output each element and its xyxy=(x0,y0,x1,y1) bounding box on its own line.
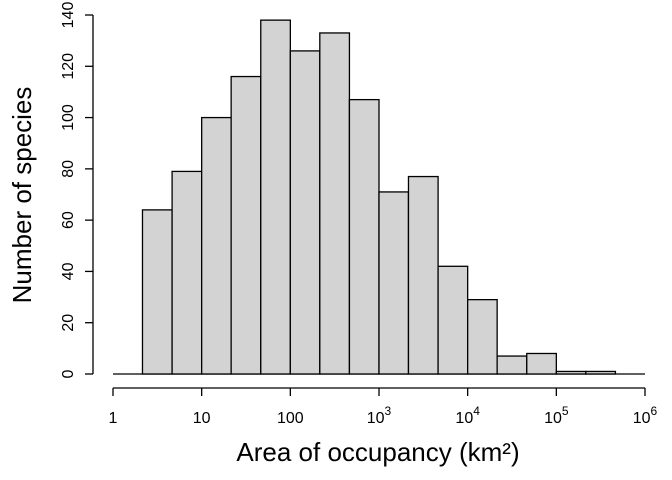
bars-group xyxy=(113,19,645,375)
histogram-bar xyxy=(289,50,321,375)
x-tick-label: 103 xyxy=(367,404,392,427)
histogram-bar xyxy=(585,370,617,375)
y-axis: 0 20 40 60 80 100 120 140 xyxy=(60,2,94,378)
histogram-bar xyxy=(348,98,380,375)
histogram-bar xyxy=(467,298,498,375)
x-tick-label: 100 xyxy=(277,410,304,427)
histogram-bar xyxy=(319,32,351,375)
histogram-bar xyxy=(171,170,203,375)
histogram-bar xyxy=(555,370,587,375)
y-tick-label: 20 xyxy=(60,314,77,332)
histogram-bar xyxy=(407,175,439,375)
histogram-bar xyxy=(141,209,173,375)
x-tick-label: 104 xyxy=(455,404,480,427)
x-axis-title: Area of occupancy (km²) xyxy=(236,437,519,467)
y-tick-label: 120 xyxy=(60,53,77,80)
histogram-bar xyxy=(496,355,528,375)
y-tick-label: 80 xyxy=(60,160,77,178)
x-tick-label: 1 xyxy=(109,410,118,427)
histogram-bar xyxy=(260,19,291,375)
histogram-bar xyxy=(230,75,262,375)
x-tick-label: 10 xyxy=(193,410,211,427)
y-axis-title: Number of species xyxy=(7,87,37,304)
histogram-bar xyxy=(526,352,557,375)
y-tick-label: 60 xyxy=(60,211,77,229)
x-tick-label: 105 xyxy=(544,404,569,427)
y-tick-label: 140 xyxy=(60,2,77,29)
y-tick-label: 100 xyxy=(60,104,77,131)
y-tick-label: 0 xyxy=(60,369,77,378)
histogram-bar xyxy=(201,116,232,375)
x-axis: 1 10 100 103 104 105 106 xyxy=(109,387,658,427)
y-tick-label: 40 xyxy=(60,262,77,280)
histogram-bar xyxy=(437,265,469,375)
x-tick-label: 106 xyxy=(633,404,658,427)
histogram-bar xyxy=(378,191,410,375)
